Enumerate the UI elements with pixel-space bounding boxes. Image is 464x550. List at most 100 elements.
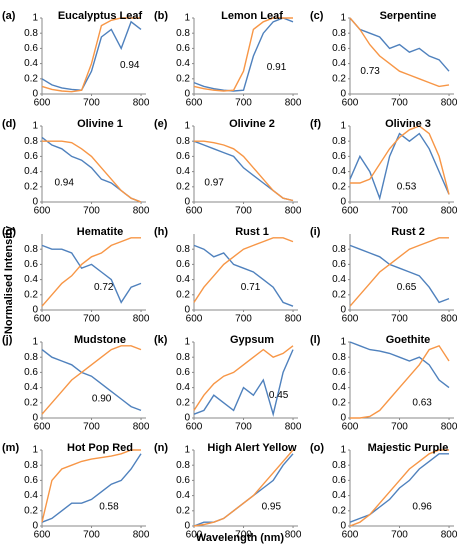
- panel-title: Rust 2: [391, 226, 425, 238]
- x-tick-label: 700: [83, 98, 100, 109]
- y-tick-label: 0.6: [24, 43, 38, 54]
- y-tick-label: 0.6: [176, 475, 190, 486]
- x-tick-label: 700: [235, 530, 252, 541]
- y-tick-label: 0.8: [24, 244, 38, 255]
- y-tick-label: 1: [184, 337, 190, 348]
- x-tick-label: 800: [133, 422, 150, 433]
- spectrum-line: [193, 349, 294, 417]
- y-tick-label: 1: [184, 445, 190, 456]
- y-tick-label: 0.8: [176, 460, 190, 471]
- y-tick-label: 1: [32, 13, 38, 24]
- y-tick-label: 0: [184, 89, 190, 100]
- x-tick-label: 600: [34, 98, 51, 109]
- panel-label: (c): [310, 10, 324, 22]
- spectrum-line: [41, 20, 142, 91]
- spectrum-line: [349, 17, 450, 72]
- y-tick-label: 0.4: [176, 274, 190, 285]
- y-tick-label: 0.8: [176, 28, 190, 39]
- correlation-label: 0.71: [241, 282, 261, 293]
- spectrum-line: [193, 449, 294, 527]
- panel-label: (g): [2, 226, 16, 238]
- panel-label: (f): [310, 118, 321, 130]
- y-tick-label: 0.2: [24, 73, 38, 84]
- y-tick-label: 0.2: [332, 505, 346, 516]
- y-tick-label: 0.6: [24, 151, 38, 162]
- spectrum-line: [41, 237, 141, 307]
- x-tick-label: 800: [133, 530, 150, 541]
- y-tick-label: 0: [340, 305, 346, 316]
- y-tick-label: 0.8: [332, 136, 346, 147]
- y-tick-label: 1: [32, 337, 38, 348]
- x-tick-label: 800: [285, 98, 302, 109]
- x-tick-label: 800: [441, 422, 458, 433]
- y-tick-label: 0.4: [176, 58, 190, 69]
- y-tick-label: 0.6: [332, 367, 346, 378]
- panel-title: Gypsum: [230, 334, 274, 346]
- x-tick-label: 800: [285, 314, 302, 325]
- x-tick-label: 600: [186, 422, 203, 433]
- x-tick-label: 800: [133, 206, 150, 217]
- y-tick-label: 0: [184, 305, 190, 316]
- correlation-label: 0.63: [412, 397, 432, 408]
- panel-title: Mudstone: [74, 334, 126, 346]
- y-tick-label: 0.2: [176, 505, 190, 516]
- y-tick-label: 0.2: [332, 289, 346, 300]
- x-tick-label: 600: [34, 206, 51, 217]
- spectrum-line: [193, 17, 293, 92]
- y-tick-label: 0.6: [176, 151, 190, 162]
- spectrum-line: [193, 237, 294, 303]
- spectrum-line: [41, 17, 141, 93]
- spectrum-line: [349, 341, 450, 389]
- panel-label: (o): [310, 442, 324, 454]
- panel-label: (n): [154, 442, 168, 454]
- y-tick-label: 0: [32, 89, 38, 100]
- y-tick-label: 0: [184, 413, 190, 424]
- y-tick-label: 0.4: [24, 274, 38, 285]
- y-tick-label: 1: [184, 121, 190, 132]
- y-tick-label: 0: [340, 89, 346, 100]
- y-tick-label: 0: [340, 521, 346, 532]
- spectrum-line: [349, 237, 449, 307]
- y-tick-label: 0.8: [24, 136, 38, 147]
- x-tick-label: 800: [285, 206, 302, 217]
- spectrum-line: [349, 453, 449, 523]
- panel-label: (l): [310, 334, 321, 346]
- y-tick-label: 0.2: [24, 505, 38, 516]
- y-axis-label: Normalised Intensity: [3, 225, 15, 334]
- y-tick-label: 0.4: [24, 58, 38, 69]
- y-tick-label: 0: [184, 197, 190, 208]
- x-tick-label: 600: [34, 314, 51, 325]
- x-tick-label: 800: [441, 206, 458, 217]
- x-tick-label: 600: [342, 530, 359, 541]
- x-tick-label: 600: [186, 530, 203, 541]
- panel-label: (i): [310, 226, 321, 238]
- x-tick-label: 600: [186, 206, 203, 217]
- spectrum-line: [41, 449, 141, 523]
- x-tick-label: 800: [133, 314, 150, 325]
- y-tick-label: 0.6: [24, 259, 38, 270]
- y-tick-label: 0.4: [24, 382, 38, 393]
- y-tick-label: 0.8: [24, 352, 38, 363]
- spectrum-line: [193, 140, 294, 202]
- y-tick-label: 0.4: [176, 166, 190, 177]
- y-tick-label: 0.6: [332, 43, 346, 54]
- y-tick-label: 0: [184, 521, 190, 532]
- spectrum-line: [349, 132, 450, 201]
- panel-title: Hot Pop Red: [67, 442, 133, 454]
- x-tick-label: 700: [83, 530, 100, 541]
- y-tick-label: 0.4: [24, 490, 38, 501]
- y-tick-label: 0.4: [332, 166, 346, 177]
- x-tick-label: 700: [235, 206, 252, 217]
- panel-label: (b): [154, 10, 168, 22]
- y-tick-label: 0.2: [332, 181, 346, 192]
- correlation-label: 0.91: [267, 62, 287, 73]
- panel-title: Hematite: [77, 226, 123, 238]
- spectrum-line: [350, 125, 450, 195]
- y-tick-label: 0.6: [24, 367, 38, 378]
- x-tick-label: 600: [342, 206, 359, 217]
- spectrum-line: [41, 136, 142, 203]
- y-tick-label: 0: [340, 197, 346, 208]
- panel-title: Rust 1: [235, 226, 269, 238]
- panel-title: Eucalyptus Leaf: [58, 10, 143, 22]
